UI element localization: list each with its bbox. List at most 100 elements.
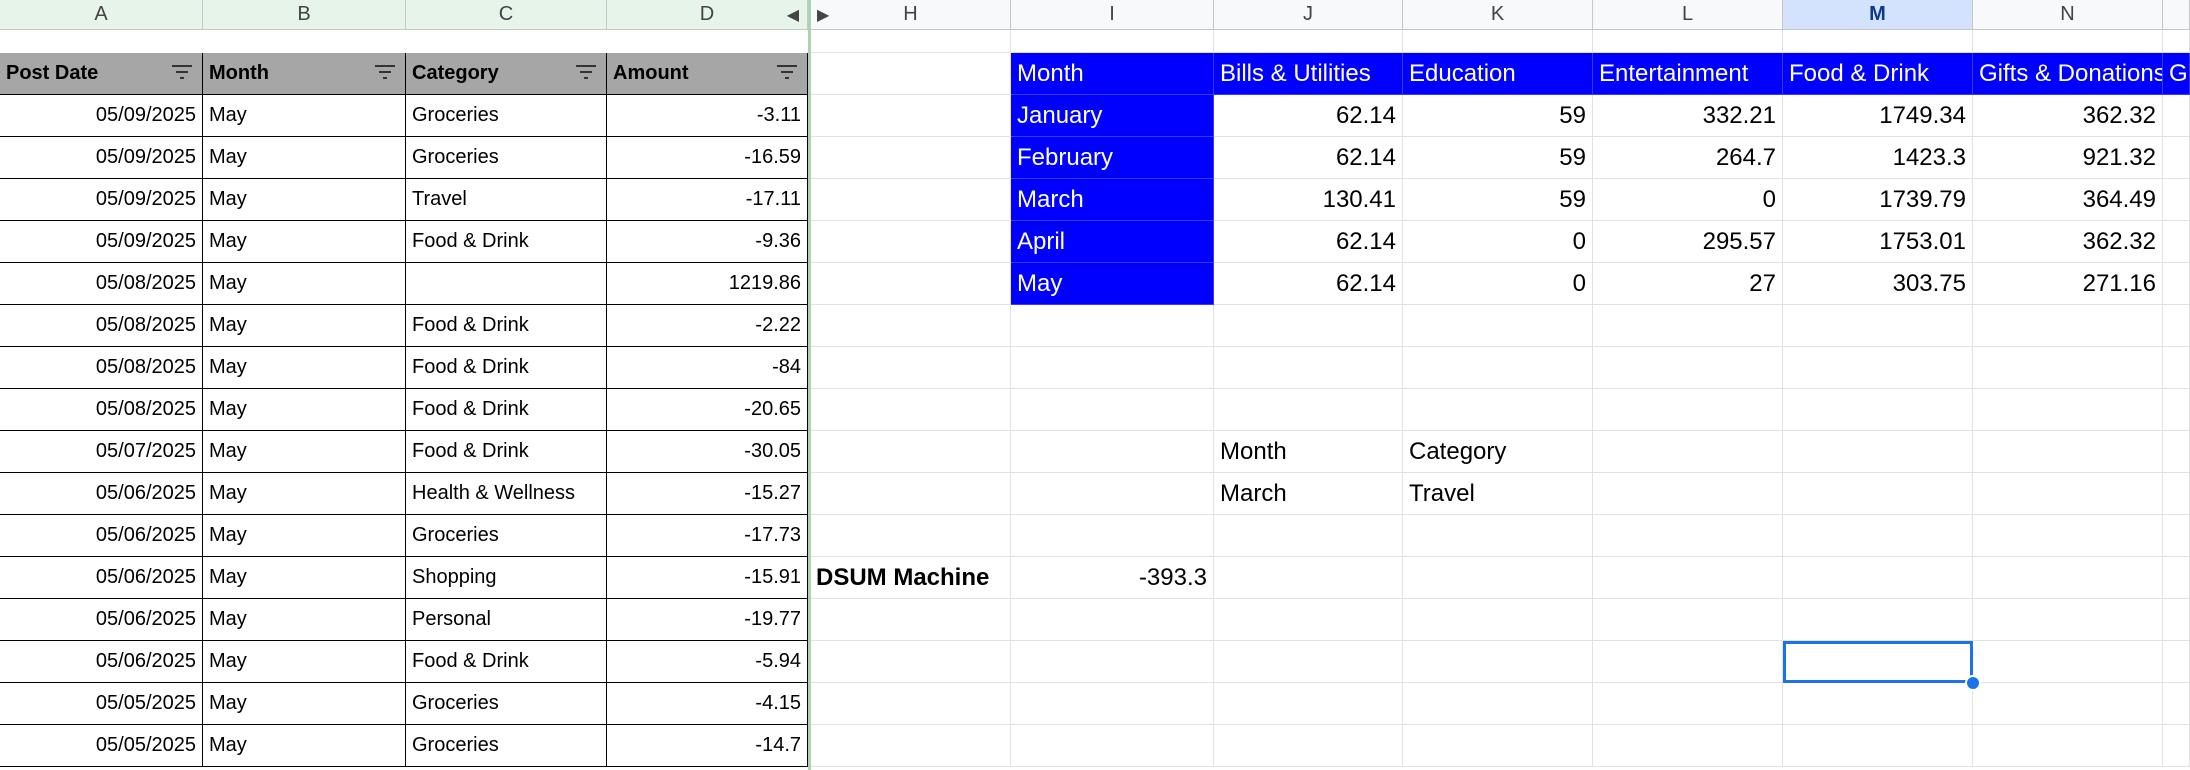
grid-cell[interactable]	[1593, 641, 1783, 683]
grid-cell[interactable]	[1593, 305, 1783, 347]
grid-cell[interactable]	[1973, 473, 2163, 515]
grid-cell[interactable]	[1783, 725, 1973, 767]
table-cell[interactable]: May	[203, 683, 406, 725]
grid-cell[interactable]	[1593, 347, 1783, 389]
grid-cell[interactable]	[1783, 30, 1973, 53]
table-cell[interactable]: May	[203, 347, 406, 389]
grid-cell[interactable]	[2163, 263, 2190, 305]
pivot-value-cell[interactable]: 332.21	[1593, 95, 1783, 137]
table-cell[interactable]: Food & Drink	[406, 221, 607, 263]
pivot-value-cell[interactable]: 303.75	[1783, 263, 1973, 305]
grid-cell[interactable]	[1783, 599, 1973, 641]
table-cell[interactable]: 05/06/2025	[0, 641, 203, 683]
pivot-value-cell[interactable]: 59	[1403, 179, 1593, 221]
column-header-h[interactable]: ▶ H	[811, 0, 1011, 30]
criteria-month-value[interactable]: March	[1214, 473, 1403, 515]
table-cell[interactable]: -20.65	[607, 389, 808, 431]
pivot-value-cell[interactable]: 264.7	[1593, 137, 1783, 179]
table-cell[interactable]: 05/09/2025	[0, 137, 203, 179]
grid-cell[interactable]	[1214, 389, 1403, 431]
table-cell[interactable]: -19.77	[607, 599, 808, 641]
grid-cell[interactable]	[2163, 515, 2190, 557]
grid-cell[interactable]	[1403, 515, 1593, 557]
table-cell[interactable]: 05/05/2025	[0, 725, 203, 767]
grid-cell[interactable]	[1214, 515, 1403, 557]
grid-cell[interactable]	[1783, 683, 1973, 725]
table-cell[interactable]: 05/08/2025	[0, 389, 203, 431]
grid-cell[interactable]	[811, 53, 1011, 95]
pivot-value-cell[interactable]: 62.14	[1214, 137, 1403, 179]
pivot-value-cell[interactable]: 362.32	[1973, 221, 2163, 263]
table-cell[interactable]: May	[203, 305, 406, 347]
grid-cell[interactable]	[1403, 30, 1593, 53]
grid-cell[interactable]	[1011, 30, 1214, 53]
table-cell[interactable]: May	[203, 641, 406, 683]
grid-cell[interactable]	[1593, 431, 1783, 473]
grid-cell[interactable]	[1011, 683, 1214, 725]
table-cell[interactable]: May	[203, 557, 406, 599]
header-post-date[interactable]: Post Date	[0, 53, 203, 95]
table-cell[interactable]: May	[203, 221, 406, 263]
table-cell[interactable]: May	[203, 515, 406, 557]
grid-cell[interactable]	[2163, 179, 2190, 221]
column-header-c[interactable]: C	[406, 0, 607, 30]
collapse-left-icon[interactable]: ◀	[786, 7, 799, 24]
grid-cell[interactable]	[811, 221, 1011, 263]
grid-cell[interactable]	[2163, 599, 2190, 641]
grid-cell[interactable]	[811, 95, 1011, 137]
table-cell[interactable]: Food & Drink	[406, 641, 607, 683]
grid-cell[interactable]	[1011, 599, 1214, 641]
grid-cell[interactable]	[1403, 641, 1593, 683]
table-cell[interactable]: Groceries	[406, 137, 607, 179]
grid-cell[interactable]	[1403, 683, 1593, 725]
grid-cell[interactable]	[1973, 683, 2163, 725]
grid-cell[interactable]	[2163, 557, 2190, 599]
grid-cell[interactable]	[1973, 557, 2163, 599]
pivot-value-cell[interactable]: 1739.79	[1783, 179, 1973, 221]
grid-cell[interactable]	[2163, 641, 2190, 683]
grid-cell[interactable]	[1403, 347, 1593, 389]
grid-cell[interactable]	[1973, 389, 2163, 431]
table-cell[interactable]: Food & Drink	[406, 431, 607, 473]
grid-cell[interactable]	[1403, 725, 1593, 767]
table-cell[interactable]: May	[203, 431, 406, 473]
grid-cell[interactable]	[1403, 389, 1593, 431]
table-cell[interactable]: 1219.86	[607, 263, 808, 305]
grid-cell[interactable]	[1011, 347, 1214, 389]
grid-cell[interactable]	[1214, 683, 1403, 725]
table-cell[interactable]: 05/09/2025	[0, 95, 203, 137]
table-cell[interactable]: 05/08/2025	[0, 305, 203, 347]
column-header-l[interactable]: L	[1593, 0, 1783, 30]
grid-cell[interactable]	[2163, 347, 2190, 389]
table-cell[interactable]: -30.05	[607, 431, 808, 473]
grid-cell[interactable]	[811, 389, 1011, 431]
table-cell[interactable]: -17.11	[607, 179, 808, 221]
table-cell[interactable]: -15.91	[607, 557, 808, 599]
grid-cell[interactable]	[1593, 389, 1783, 431]
grid-cell[interactable]	[2163, 725, 2190, 767]
pivot-month-cell[interactable]: May	[1011, 263, 1214, 305]
grid-cell[interactable]	[1403, 557, 1593, 599]
pivot-value-cell[interactable]: 59	[1403, 95, 1593, 137]
header-amount[interactable]: Amount	[607, 53, 808, 95]
table-cell[interactable]: Groceries	[406, 725, 607, 767]
pivot-header-month[interactable]: Month	[1011, 53, 1214, 95]
pivot-value-cell[interactable]: 0	[1403, 221, 1593, 263]
dsum-label[interactable]: DSUM Machine	[811, 557, 1011, 599]
filter-icon[interactable]	[170, 63, 194, 81]
frozen-column-divider[interactable]	[808, 0, 811, 770]
criteria-month-label[interactable]: Month	[1214, 431, 1403, 473]
table-cell[interactable]: May	[203, 599, 406, 641]
filter-icon[interactable]	[373, 63, 397, 81]
table-cell[interactable]: 05/09/2025	[0, 179, 203, 221]
table-cell[interactable]: May	[203, 179, 406, 221]
grid-cell[interactable]	[1973, 515, 2163, 557]
expand-right-icon[interactable]: ▶	[817, 7, 830, 24]
pivot-header-education[interactable]: Education	[1403, 53, 1593, 95]
table-cell[interactable]: -16.59	[607, 137, 808, 179]
pivot-value-cell[interactable]: 364.49	[1973, 179, 2163, 221]
table-cell[interactable]: 05/06/2025	[0, 515, 203, 557]
filter-icon[interactable]	[775, 63, 799, 81]
table-cell[interactable]: Groceries	[406, 95, 607, 137]
grid-cell[interactable]	[1973, 305, 2163, 347]
